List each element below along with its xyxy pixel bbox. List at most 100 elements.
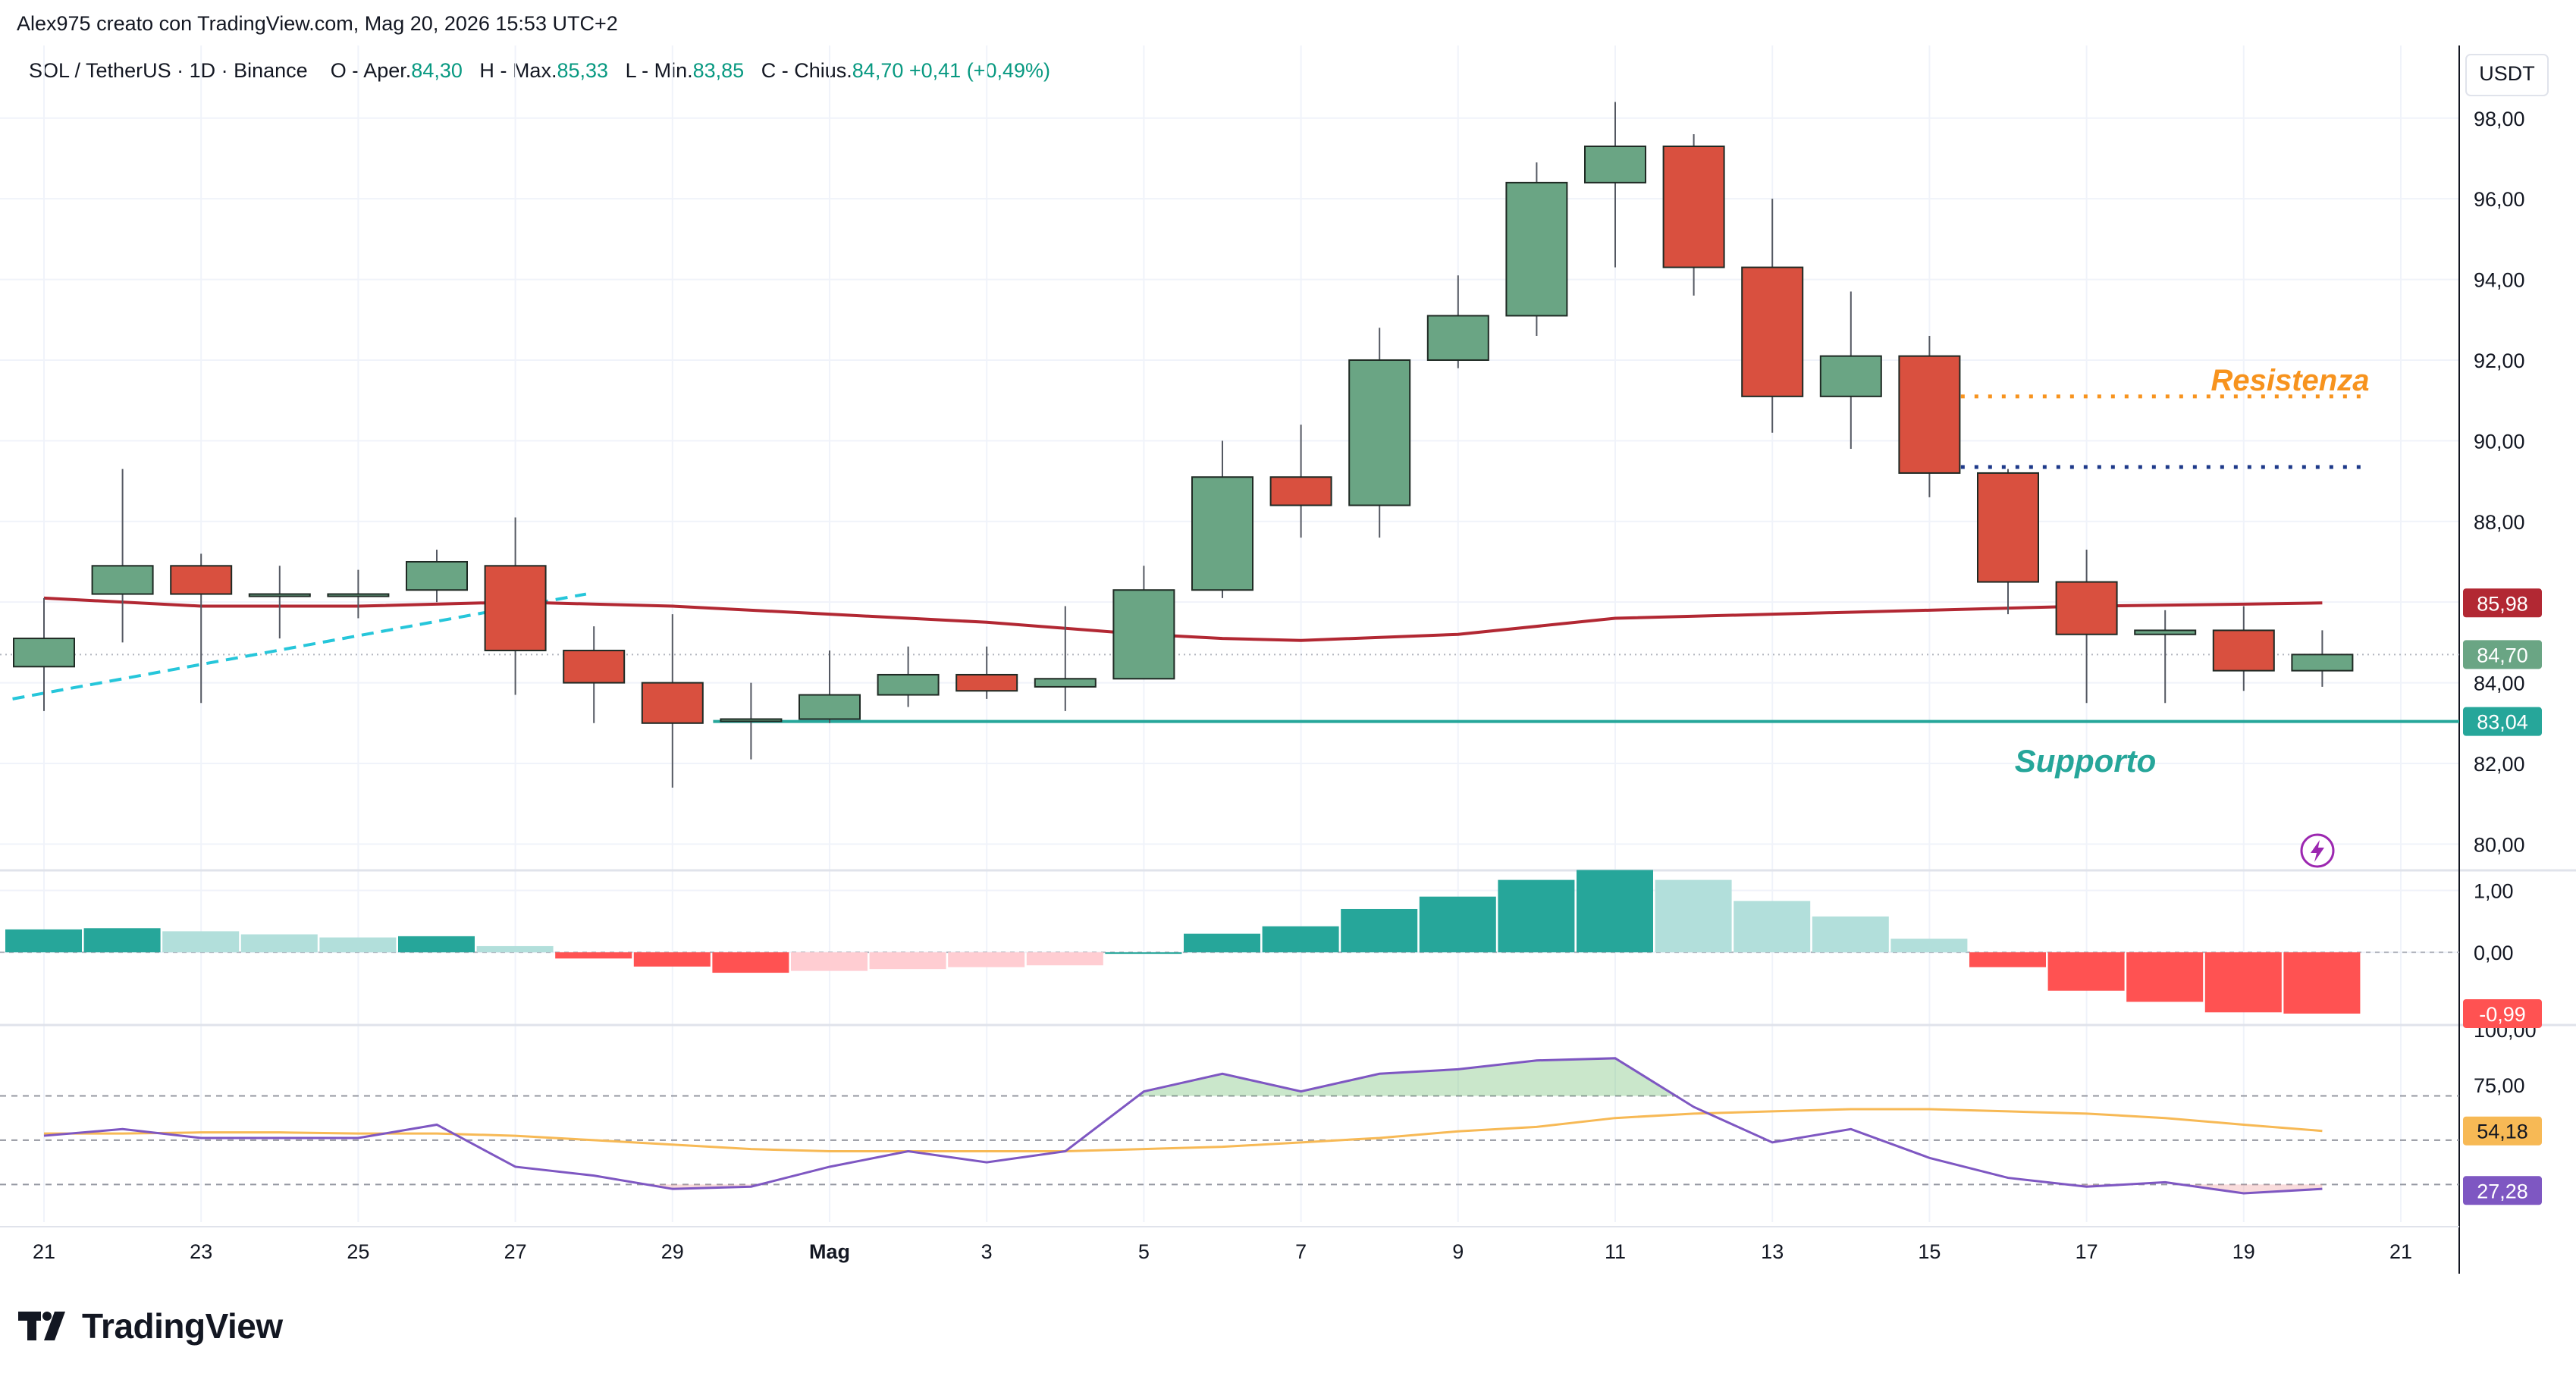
candle-body-up <box>2134 629 2197 635</box>
histogram-bar <box>1577 870 1653 953</box>
rsi-value-tag: 27,28 <box>2463 1176 2542 1205</box>
histogram-bar <box>1890 939 1968 953</box>
rsi-ma-line <box>44 1108 2323 1153</box>
candle-body-up <box>1505 181 1568 317</box>
candle <box>484 517 547 695</box>
time-tick-label: Mag <box>809 1240 850 1263</box>
legend-open-value: 84,30 <box>411 59 463 82</box>
candle <box>2055 550 2118 704</box>
legend-high-label: H <box>479 59 494 82</box>
tradingview-brand[interactable]: TradingView <box>18 1306 283 1346</box>
price-tick-label: 80,00 <box>2474 833 2525 856</box>
histogram-tick-label: 1,00 <box>2474 879 2514 902</box>
histogram-bar <box>1969 952 2046 967</box>
legend-open-label: O <box>330 59 347 82</box>
candle <box>91 469 154 643</box>
tradingview-logo-icon <box>18 1312 65 1340</box>
price-tick-label: 98,00 <box>2474 108 2525 130</box>
time-tick-label: 13 <box>1761 1240 1784 1263</box>
candle <box>406 550 468 603</box>
histogram-pane <box>0 870 2459 1014</box>
ma-price-tag-bg <box>2463 588 2542 618</box>
legend-low-label: L <box>625 59 636 82</box>
candle-body-up <box>1191 476 1253 591</box>
histogram-bar <box>1812 916 1889 953</box>
histogram-bar <box>2126 952 2204 1002</box>
histogram-bar <box>869 952 946 970</box>
candle <box>2212 606 2275 691</box>
histogram-value-tag-text: -0,99 <box>2479 1003 2526 1026</box>
histogram-bar <box>1419 896 1496 953</box>
histogram-bar <box>1026 952 1103 966</box>
price-chart[interactable]: USDT98,0096,0094,0092,0090,0088,0084,008… <box>0 0 2576 1289</box>
time-tick-label: 21 <box>33 1240 55 1263</box>
price-tick-label: 92,00 <box>2474 350 2525 372</box>
price-tags: 85,98 84,70 83,04 -0,99 54,18 27,28 <box>2463 588 2542 1205</box>
candle-body-down <box>1662 146 1725 268</box>
candle-body-up <box>1348 359 1411 506</box>
legend-high-value: 85,33 <box>557 59 609 82</box>
price-tick-label: 90,00 <box>2474 430 2525 453</box>
time-tick-label: 7 <box>1295 1240 1307 1263</box>
legend-open-prefix: - Aper. <box>352 59 412 82</box>
candle-body-up <box>720 718 783 723</box>
pane-separators <box>0 45 2576 1274</box>
legend-symbol[interactable]: SOL / TetherUS · 1D · Binance <box>29 59 308 82</box>
candle-body-up <box>799 694 861 720</box>
histogram-bar <box>1341 908 1418 953</box>
level-lines <box>0 394 2459 723</box>
histogram-value-tag-bg <box>2463 998 2542 1028</box>
candle-body-down <box>170 565 233 595</box>
rsi-value-tag-text: 27,28 <box>2477 1180 2528 1202</box>
rsi-ma-value-tag-text: 54,18 <box>2477 1121 2528 1143</box>
lightning-icon[interactable] <box>2300 833 2335 868</box>
rsi-pane <box>0 1057 2459 1195</box>
legend-high-prefix: - Max. <box>500 59 557 82</box>
candle-body-down <box>641 682 704 724</box>
candle <box>799 650 861 723</box>
candle-body-down <box>1741 266 1804 397</box>
rsi-oversold-fill <box>2180 1184 2323 1194</box>
histogram-bar <box>398 936 475 953</box>
rsi-ma-value-tag: 54,18 <box>2463 1116 2542 1146</box>
histogram-bar <box>712 952 789 973</box>
candle-body-down <box>2212 629 2275 672</box>
histogram-bar <box>1262 926 1339 953</box>
histogram-bar <box>1655 879 1732 953</box>
annotations: Supporto Resistenza <box>2015 364 2370 868</box>
price-tick-label: 82,00 <box>2474 753 2525 776</box>
candle <box>327 569 390 619</box>
time-axis[interactable]: 21 23 25 27 29 Mag 3 5 7 9 11 13 15 17 19 21 <box>33 1240 2412 1263</box>
candle <box>1662 134 1725 296</box>
histogram-bar <box>240 934 318 953</box>
histogram-bar <box>2204 952 2282 1013</box>
lightning-icon-glyph <box>2311 840 2324 862</box>
time-tick-label: 9 <box>1452 1240 1464 1263</box>
resistance-label: Resistenza <box>2211 364 2370 397</box>
price-tick-label: 96,00 <box>2474 188 2525 211</box>
time-tick-label: 27 <box>504 1240 527 1263</box>
candle <box>1034 606 1097 711</box>
histogram-bar <box>162 931 240 953</box>
candle-body-down <box>955 673 1018 692</box>
candles <box>13 102 2354 788</box>
time-tick-label: 15 <box>1918 1240 1941 1263</box>
price-axis[interactable]: USDT 98,00 96,00 94,00 92,00 90,00 88,00 84,00 8… <box>2465 54 2549 1097</box>
support-price-tag-bg <box>2463 707 2542 736</box>
histogram-bar <box>633 952 711 967</box>
candle-body-down <box>1898 355 1961 474</box>
histogram-bar <box>319 937 397 953</box>
candle <box>1977 469 2039 615</box>
candle <box>1348 328 1411 538</box>
brand-name: TradingView <box>82 1306 283 1346</box>
ohlc-legend: SOL / TetherUS · 1D · Binance O - Aper.8… <box>29 59 1050 83</box>
candle <box>1584 102 1646 268</box>
candle <box>1426 275 1489 368</box>
candle <box>1112 566 1175 680</box>
rsi-tick-label: 75,00 <box>2474 1074 2525 1097</box>
time-tick-label: 25 <box>347 1240 369 1263</box>
candle-body-up <box>2291 654 2354 672</box>
candle-body-down <box>1269 476 1332 506</box>
header-credit: Alex975 creato con TradingView.com, Mag … <box>17 12 618 35</box>
legend-low-value: 83,85 <box>692 59 745 82</box>
